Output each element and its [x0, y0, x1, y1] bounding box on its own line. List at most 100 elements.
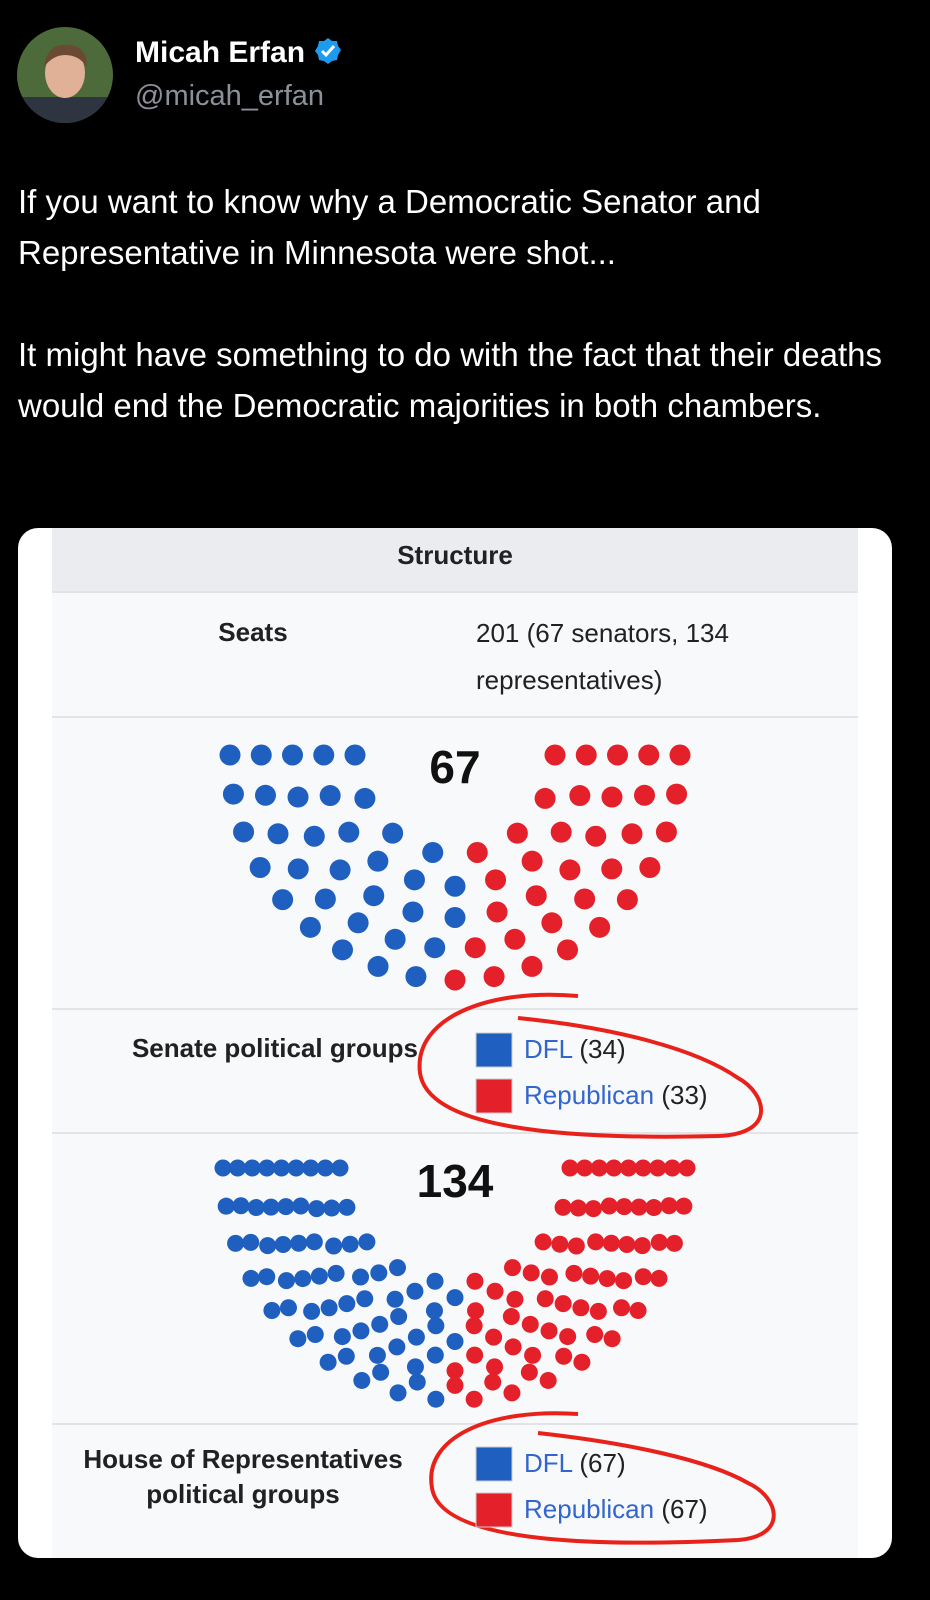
seat: [534, 787, 556, 809]
seat: [506, 1290, 524, 1308]
seat: [590, 1159, 608, 1177]
seat: [486, 901, 508, 923]
seat: [605, 1159, 623, 1177]
seat: [555, 1347, 573, 1365]
header-row: [52, 528, 858, 593]
seat: [503, 1384, 521, 1402]
seat: [486, 1282, 504, 1300]
seat: [323, 1199, 341, 1217]
seat: [313, 744, 335, 766]
seat: [634, 1159, 652, 1177]
seat: [358, 1233, 376, 1251]
seat: [638, 744, 660, 766]
seat: [502, 1308, 520, 1326]
seat: [675, 1197, 693, 1215]
senate-groups-row: [52, 1010, 858, 1134]
author-name-text[interactable]: Micah Erfan: [135, 36, 306, 69]
seat: [371, 1315, 389, 1333]
seat: [329, 859, 351, 881]
seat: [601, 786, 623, 808]
seat: [424, 937, 446, 959]
seat: [660, 1197, 678, 1215]
seat: [465, 1317, 483, 1335]
seat: [331, 1159, 349, 1177]
seat: [464, 937, 486, 959]
seat: [557, 939, 578, 961]
seat: [425, 1302, 443, 1320]
seat: [665, 1234, 683, 1252]
seat: [382, 822, 404, 844]
seat: [600, 1197, 618, 1215]
house-groups-label: House of Representatives political group…: [83, 1444, 403, 1509]
seat: [258, 1159, 276, 1177]
seat: [615, 1272, 633, 1290]
seat: [408, 1373, 426, 1391]
seat: [466, 841, 488, 863]
seat: [540, 1268, 558, 1286]
seat: [310, 1267, 328, 1285]
seat: [446, 1376, 464, 1394]
seat: [279, 1299, 297, 1317]
seat: [467, 1302, 485, 1320]
seat: [229, 1159, 247, 1177]
seat: [227, 1234, 245, 1252]
author-handle[interactable]: @micah_erfan: [135, 80, 325, 112]
author-name[interactable]: Micah Erfan: [135, 36, 343, 70]
seat: [254, 784, 276, 806]
seat: [352, 1268, 370, 1286]
seat: [582, 1267, 600, 1285]
party-name: Republican: [524, 1080, 655, 1110]
seat: [319, 1353, 337, 1371]
seat: [426, 1272, 444, 1290]
seat: [504, 1259, 521, 1277]
seat: [618, 1236, 636, 1254]
seat: [406, 1282, 424, 1300]
legend-swatch: [475, 1446, 513, 1482]
seat: [390, 1308, 408, 1326]
seat: [650, 1269, 668, 1287]
seat: [354, 787, 376, 809]
image-card[interactable]: Structure Seats 201 (67 senators, 134 re…: [18, 528, 892, 1558]
seat: [587, 1233, 605, 1251]
seat: [389, 1259, 406, 1277]
seat: [384, 928, 406, 950]
seat: [576, 1159, 594, 1177]
seat: [259, 1237, 277, 1255]
seat: [466, 1346, 484, 1364]
seat: [341, 1235, 359, 1253]
seat: [282, 744, 303, 766]
seat: [569, 785, 591, 807]
party-seats: (67): [661, 1494, 708, 1524]
seat: [444, 969, 466, 991]
legend-entry: Republican (67): [524, 1494, 708, 1525]
senate-diagram-row: [52, 718, 858, 1010]
seat: [573, 1353, 591, 1371]
seat: [426, 1346, 444, 1364]
seat: [639, 857, 661, 878]
seat: [585, 825, 607, 847]
seat: [249, 857, 271, 878]
seat: [386, 1290, 404, 1308]
legend-entry: DFL (67): [524, 1448, 626, 1479]
seat: [277, 1198, 295, 1216]
seat: [572, 1299, 590, 1317]
seat: [669, 744, 691, 766]
seat: [299, 916, 321, 938]
seat: [536, 1290, 554, 1308]
seat: [524, 1346, 542, 1364]
seat: [405, 966, 427, 988]
avatar[interactable]: [17, 27, 113, 123]
seat: [446, 1362, 464, 1380]
seats-label: Seats: [218, 617, 288, 647]
seat: [616, 889, 638, 911]
seat: [575, 744, 597, 766]
seat: [367, 955, 389, 977]
seat: [446, 1289, 464, 1307]
seat: [522, 1264, 540, 1282]
seat: [520, 1363, 538, 1381]
seat: [561, 1159, 579, 1177]
seat: [407, 1328, 425, 1346]
seat: [303, 1302, 321, 1320]
seat: [327, 1264, 345, 1282]
legend-entry: Republican (33): [524, 1080, 708, 1111]
